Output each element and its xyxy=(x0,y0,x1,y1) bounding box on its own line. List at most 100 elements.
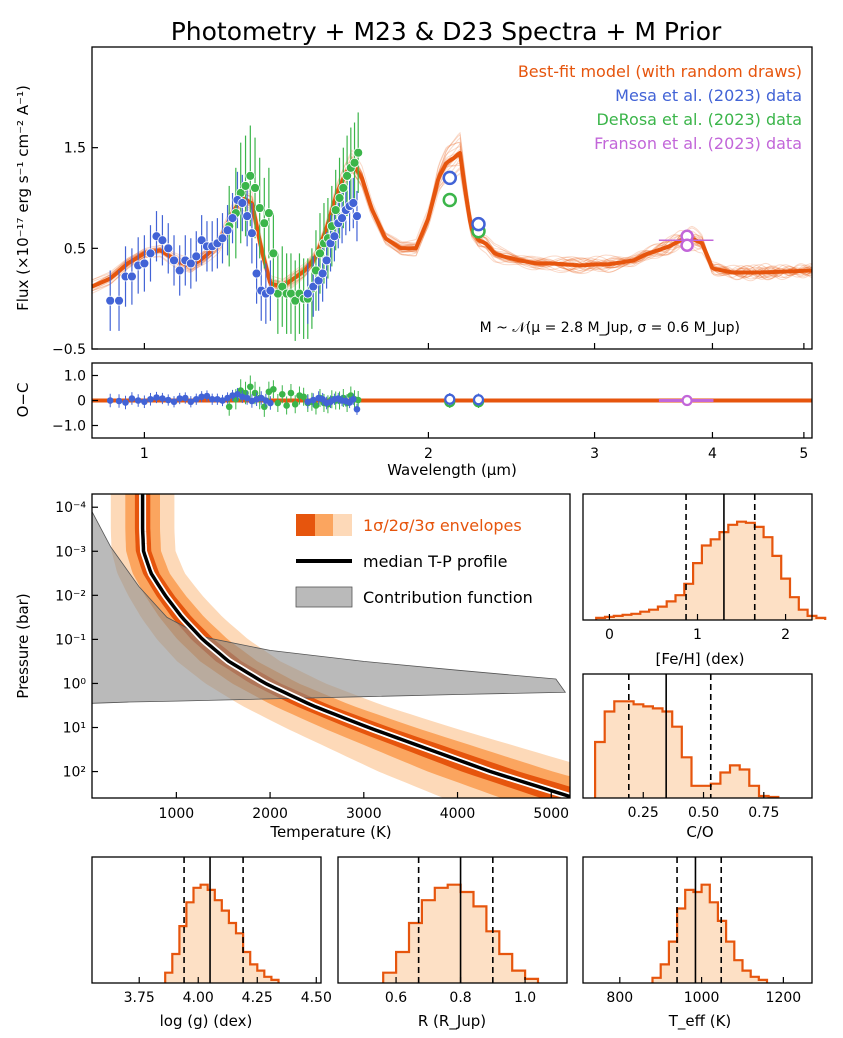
histogram-co: 0.25 0.50 0.75 xyxy=(582,673,813,821)
tp-ytick-label: 10² xyxy=(63,765,86,781)
mesa-residual-point xyxy=(176,395,183,402)
mesa-residual-point xyxy=(147,395,154,403)
derosa-point xyxy=(268,248,279,259)
mesa-point xyxy=(163,243,174,254)
residual-panel: 1.0 0 −1.0 1 2 3 4 5 O−C Wavelength (μm) xyxy=(14,362,813,479)
derosa-point xyxy=(349,157,360,168)
residual-ytick-label: 1.0 xyxy=(64,369,86,385)
derosa-point xyxy=(254,203,265,213)
mesa-residual-point xyxy=(234,390,241,398)
derosa-point xyxy=(277,281,288,292)
tp-xtick-label: 1000 xyxy=(159,806,195,822)
histogram-fill xyxy=(596,521,826,620)
derosa-residual-point xyxy=(291,400,299,408)
mesa-residual-point xyxy=(219,397,226,404)
mesa-point xyxy=(174,265,185,276)
residual-points xyxy=(106,375,714,417)
mesa-point xyxy=(169,255,179,266)
mesa-point xyxy=(265,285,276,296)
derosa-point xyxy=(240,181,251,191)
logg-axis-label: log (g) (dex) xyxy=(160,1012,253,1030)
derosa-point xyxy=(338,183,349,193)
histogram-frame xyxy=(582,673,813,799)
derosa-residual-point xyxy=(278,390,286,398)
model-draw-line xyxy=(92,142,812,292)
mesa-point xyxy=(217,233,228,244)
histogram-tick-label: 3.75 xyxy=(124,990,155,1006)
mesa-photometry-point xyxy=(442,170,458,186)
mesa-residual-point xyxy=(309,396,317,404)
wavelength-axis-label: Wavelength (μm) xyxy=(387,461,517,479)
histogram-tick-label: 0 xyxy=(605,627,614,643)
residual-ytick-label: 0 xyxy=(77,394,86,410)
mesa-residual-point xyxy=(181,394,189,402)
mesa-residual-point xyxy=(115,397,123,405)
tp-ytick-label: 10¹ xyxy=(63,721,86,737)
mesa-point xyxy=(352,211,362,222)
mesa-photometry-point xyxy=(471,216,486,232)
tp-xtick-label: 3000 xyxy=(346,806,382,822)
tp-ytick-label: 10⁻³ xyxy=(55,544,86,560)
tp-yticks: 10⁻⁴ 10⁻³ 10⁻² 10⁻¹ 10⁰ 10¹ 10² xyxy=(55,500,98,781)
derosa-residual-point xyxy=(287,389,295,397)
mesa-point xyxy=(185,258,196,269)
tp-ytick-label: 10⁻¹ xyxy=(55,632,86,648)
histogram-tick-label: 4.00 xyxy=(183,990,214,1006)
mesa-residual-point xyxy=(164,396,172,404)
residual-axis-label: O−C xyxy=(14,383,32,418)
mesa-point xyxy=(105,295,116,306)
mesa-point xyxy=(242,211,253,222)
legend-mesa: Mesa et al. (2023) data xyxy=(615,86,802,105)
mesa-point xyxy=(348,198,359,208)
derosa-residual-point xyxy=(274,399,282,407)
contribution-function xyxy=(92,511,567,704)
mesa-residual-point xyxy=(170,398,178,406)
mesa-residual-point xyxy=(214,395,221,403)
mesa-residual-point xyxy=(153,394,160,401)
tp-xticks: 1000 2000 3000 4000 5000 xyxy=(159,792,569,822)
tp-ytick-label: 10⁰ xyxy=(63,676,87,692)
histogram-tick-label: 1000 xyxy=(684,990,720,1006)
mesa-point xyxy=(139,258,150,269)
pressure-axis-label: Pressure (bar) xyxy=(14,593,32,698)
mesa-point xyxy=(246,228,257,239)
histogram-outline xyxy=(164,883,280,983)
mesa-point xyxy=(321,255,332,266)
residual-xticks: 1 2 3 4 5 xyxy=(140,432,808,462)
mesa-residual-point xyxy=(159,395,166,402)
mesa-residual-point xyxy=(349,395,357,403)
histogram-feh: 0 1 2 xyxy=(582,493,827,643)
figure-title: Photometry + M23 & D23 Spectra + M Prior xyxy=(171,17,722,46)
derosa-residual-point xyxy=(225,403,233,411)
legend-derosa: DeRosa et al. (2023) data xyxy=(596,110,802,129)
mesa-point xyxy=(308,281,319,292)
histogram-outline xyxy=(595,520,827,620)
derosa-point xyxy=(250,183,260,193)
mesa-point xyxy=(227,213,238,224)
wavelength-tick-label: 2 xyxy=(424,446,433,462)
feh-axis-label: [Fe/H] (dex) xyxy=(656,650,745,668)
mesa-point xyxy=(237,198,248,208)
derosa-residual-point xyxy=(247,383,254,391)
derosa-point xyxy=(315,248,325,259)
mesa-point xyxy=(114,295,124,306)
mesa-residual-point xyxy=(353,405,361,413)
mesa-point xyxy=(302,288,313,299)
mesa-residual-point xyxy=(141,398,148,406)
teff-axis-label: T_eff (K) xyxy=(668,1012,732,1031)
franson-residual-point xyxy=(681,394,693,407)
mesa-residual-point xyxy=(122,399,129,406)
residual-yticks: 1.0 0 −1.0 xyxy=(52,369,98,435)
residual-ytick-label: −1.0 xyxy=(52,419,86,435)
mesa-residual-point xyxy=(106,397,114,404)
histogram-tick-label: 4.25 xyxy=(242,990,273,1006)
median-tp-profile xyxy=(140,494,570,798)
mesa-point xyxy=(329,231,340,242)
wavelength-tick-label: 1 xyxy=(140,446,149,462)
derosa-point xyxy=(259,218,270,229)
mesa-residual-point xyxy=(192,395,200,403)
histogram-logg: 3.75 4.00 4.25 4.50 xyxy=(91,856,332,1006)
derosa-point xyxy=(334,193,345,203)
histogram-fill xyxy=(595,701,779,798)
